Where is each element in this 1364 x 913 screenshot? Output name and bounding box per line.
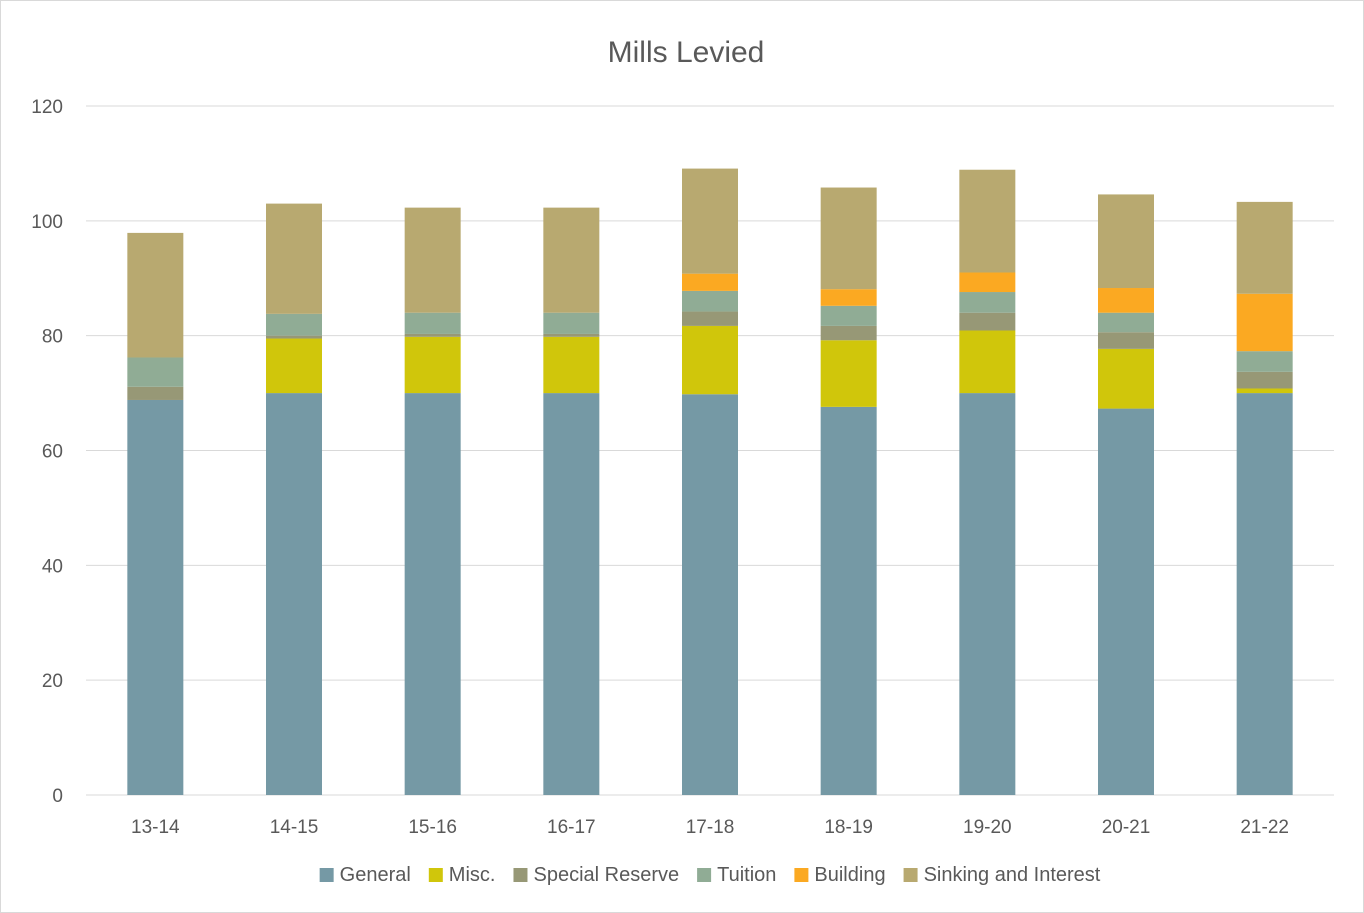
- y-tick-label: 120: [31, 97, 63, 118]
- x-tick-label: 16-17: [547, 817, 596, 838]
- bar-segment: [1098, 332, 1154, 349]
- legend-swatch: [903, 868, 918, 882]
- bar-stack-16-17: [543, 207, 600, 795]
- bar-segment: [682, 168, 738, 274]
- legend-item: Misc.: [428, 864, 496, 886]
- bar-stack-14-15: [266, 203, 322, 795]
- legend-label: Tuition: [717, 864, 776, 886]
- bar-segment: [543, 207, 600, 313]
- x-tick-label: 14-15: [270, 817, 319, 838]
- bar-segment: [1236, 201, 1293, 294]
- x-axis-ticks: 13-14 14-15 15-16 16-17 17-18 18-19 19-20 20-21…: [131, 817, 1289, 838]
- bar-segment: [543, 336, 600, 394]
- bar-segment: [127, 399, 184, 795]
- bar-segment: [1236, 351, 1293, 372]
- y-tick-label: 80: [42, 327, 63, 348]
- bar-segment: [404, 333, 461, 337]
- bar-segment: [543, 333, 600, 337]
- x-tick-label: 18-19: [824, 817, 873, 838]
- bar-segment: [127, 232, 184, 358]
- legend-label: Sinking and Interest: [924, 864, 1101, 886]
- bar-segment: [682, 394, 738, 795]
- bar-segment: [266, 338, 322, 394]
- bar-segment: [1236, 388, 1293, 394]
- x-tick-label: 15-16: [408, 817, 457, 838]
- bar-segment: [404, 336, 461, 394]
- bar-segment: [682, 311, 738, 326]
- legend-swatch: [319, 868, 334, 882]
- bar-segment: [820, 406, 877, 795]
- bar-segment: [959, 292, 1016, 313]
- legend-label: Special Reserve: [533, 864, 679, 886]
- bar-segment: [543, 393, 600, 795]
- legend-label: Misc.: [449, 864, 496, 886]
- y-tick-label: 40: [42, 556, 63, 577]
- bar-segment: [959, 272, 1016, 293]
- bar-stack-17-18: [682, 168, 738, 795]
- bars: [127, 168, 1293, 795]
- chart-title: Mills Levied: [608, 36, 765, 69]
- bar-segment: [682, 325, 738, 395]
- bar-segment: [682, 273, 738, 291]
- bar-stack-15-16: [404, 207, 461, 795]
- bar-segment: [1098, 348, 1154, 409]
- bar-segment: [1236, 371, 1293, 389]
- bar-segment: [959, 330, 1016, 394]
- bar-segment: [404, 207, 461, 313]
- bar-segment: [266, 203, 322, 314]
- bar-segment: [266, 335, 322, 339]
- bar-stack-13-14: [127, 232, 184, 795]
- y-tick-label: 20: [42, 671, 63, 692]
- legend-label: Building: [814, 864, 885, 886]
- bar-segment: [266, 393, 322, 795]
- bar-segment: [1098, 288, 1154, 313]
- y-tick-label: 60: [42, 442, 63, 463]
- x-tick-label: 19-20: [963, 817, 1012, 838]
- legend-swatch: [428, 868, 443, 882]
- bar-segment: [127, 357, 184, 387]
- legend-item: Tuition: [697, 864, 776, 886]
- legend-item: Building: [794, 864, 886, 886]
- legend-label: General: [340, 864, 411, 886]
- bar-segment: [543, 312, 600, 334]
- bar-segment: [959, 312, 1016, 331]
- bar-segment: [404, 312, 461, 334]
- bar-segment: [820, 325, 877, 341]
- bar-stack-20-21: [1098, 194, 1154, 795]
- legend-swatch: [697, 868, 712, 882]
- bar-segment: [682, 290, 738, 312]
- legend-item: Sinking and Interest: [903, 864, 1101, 886]
- x-tick-label: 17-18: [686, 817, 735, 838]
- bar-stack-18-19: [820, 187, 877, 795]
- legend-swatch: [513, 868, 528, 882]
- bar-segment: [820, 305, 877, 326]
- legend-item: Special Reserve: [513, 864, 679, 886]
- bar-segment: [127, 386, 184, 400]
- y-axis-ticks: 0 20 40 60 80 100 120: [31, 97, 63, 807]
- bar-segment: [1098, 312, 1154, 333]
- bar-segment: [1236, 293, 1293, 352]
- x-tick-label: 20-21: [1102, 817, 1151, 838]
- legend-item: General: [319, 864, 411, 886]
- bar-stack-19-20: [959, 169, 1016, 795]
- bar-segment: [1098, 194, 1154, 289]
- bar-segment: [404, 393, 461, 795]
- bar-segment: [820, 289, 877, 306]
- y-tick-label: 100: [31, 212, 63, 233]
- bar-stack-21-22: [1236, 201, 1293, 795]
- bar-segment: [1236, 393, 1293, 795]
- y-tick-label: 0: [52, 786, 63, 807]
- bar-segment: [820, 340, 877, 407]
- legend-swatch: [794, 868, 809, 882]
- bar-segment: [820, 187, 877, 290]
- bar-segment: [959, 393, 1016, 795]
- legend: General Misc. Special Reserve Tuition Buildi…: [319, 864, 1101, 886]
- bar-segment: [1098, 408, 1154, 795]
- bar-segment: [266, 313, 322, 336]
- bar-segment: [959, 169, 1016, 273]
- x-tick-label: 13-14: [131, 817, 180, 838]
- x-tick-label: 21-22: [1240, 817, 1289, 838]
